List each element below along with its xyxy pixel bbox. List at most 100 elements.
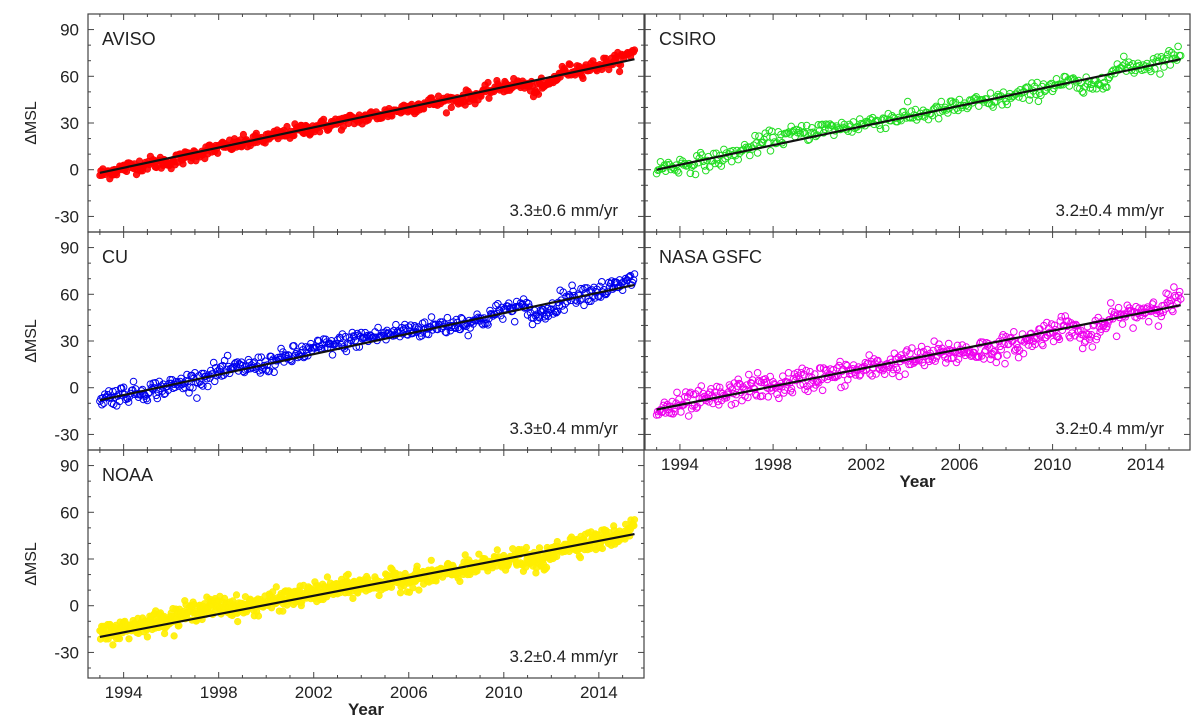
data-point [1084,330,1093,339]
data-point [1120,52,1128,61]
data-point [954,355,963,363]
data-point [673,167,682,175]
data-point [805,135,814,144]
data-point [931,357,940,365]
data-point [746,151,754,160]
trend-line [99,58,635,174]
data-point [692,404,701,412]
data-point [745,370,753,379]
data-point [800,371,809,379]
panel-aviso: -30 0 30 60 90 AVISO 3.3±0.6 mm/yr ΔMSL [23,13,645,233]
y-tick-label: 90 [60,21,79,40]
data-point [934,114,943,123]
data-point [845,120,854,129]
data-point [821,125,829,134]
data-point [773,390,781,399]
data-point [119,383,128,392]
data-point [1112,332,1121,341]
data-point [787,384,796,393]
data-point [328,351,337,359]
data-point [890,349,899,358]
data-point [1160,63,1168,71]
data-point [973,353,981,361]
data-point [237,358,246,367]
data-point [454,323,463,332]
data-point [743,381,751,389]
data-point [1118,320,1127,328]
data-point [718,157,727,165]
data-point [841,382,849,390]
data-point [142,394,151,403]
x-axis-label: Year [348,700,384,715]
data-point [664,158,673,167]
tick-marks [88,449,644,678]
data-point [433,325,442,334]
panel-label: AVISO [102,29,156,49]
data-point [1066,333,1074,342]
data-point [576,554,585,562]
data-point [257,353,266,362]
data-point [947,97,956,105]
data-point [876,125,885,133]
data-point [748,376,757,384]
data-point [944,339,953,348]
data-point [917,342,926,351]
data-points [652,42,1185,179]
data-point [784,369,793,377]
data-point [1104,75,1112,83]
data-point [1095,80,1103,89]
data-point [1050,321,1059,330]
data-point [262,366,271,374]
data-point [903,97,912,106]
data-point [427,556,435,564]
panel-csiro: CSIRO 3.2±0.4 mm/yr [644,13,1191,233]
data-point [803,382,811,391]
data-point [727,157,736,166]
panel-cu: -30 0 30 60 90 CU 3.3±0.4 mm/yr ΔMSL [23,231,645,451]
data-point [264,367,273,376]
y-tick-label: 60 [60,67,79,86]
data-point [994,352,1003,360]
data-point [566,61,574,69]
data-point [424,330,433,339]
data-point [461,551,469,559]
data-point [349,594,357,603]
data-point [401,320,409,329]
y-axis-label: ΔMSL [23,542,40,586]
data-point [866,370,874,378]
data-point [125,635,133,643]
data-point [427,313,436,321]
data-point [682,388,690,396]
data-point [1025,96,1034,104]
data-point [1175,287,1184,296]
data-point [836,357,844,366]
data-point [697,382,706,390]
data-point [323,573,332,581]
data-point [1125,58,1133,67]
data-point [991,340,1000,348]
data-point [1176,51,1185,60]
data-point [742,385,750,394]
data-point [269,588,277,596]
data-point [374,323,382,332]
rate-annotation: 3.2±0.4 mm/yr [509,647,618,666]
y-axis-label: ΔMSL [23,101,40,145]
data-point [944,355,952,363]
data-point [152,391,161,400]
panel-label: CSIRO [659,29,716,49]
x-tick-label: 1998 [754,455,792,474]
data-point [443,313,452,322]
data-point [560,306,569,314]
data-point [1038,340,1046,348]
data-point [691,170,700,179]
data-point [766,147,775,155]
data-point [325,339,334,348]
data-point [1154,322,1163,330]
data-point [986,89,995,97]
data-point [348,328,357,337]
data-point [900,107,908,116]
data-point [758,392,767,400]
data-point [484,78,492,87]
data-point [457,314,466,322]
data-point [265,367,274,375]
